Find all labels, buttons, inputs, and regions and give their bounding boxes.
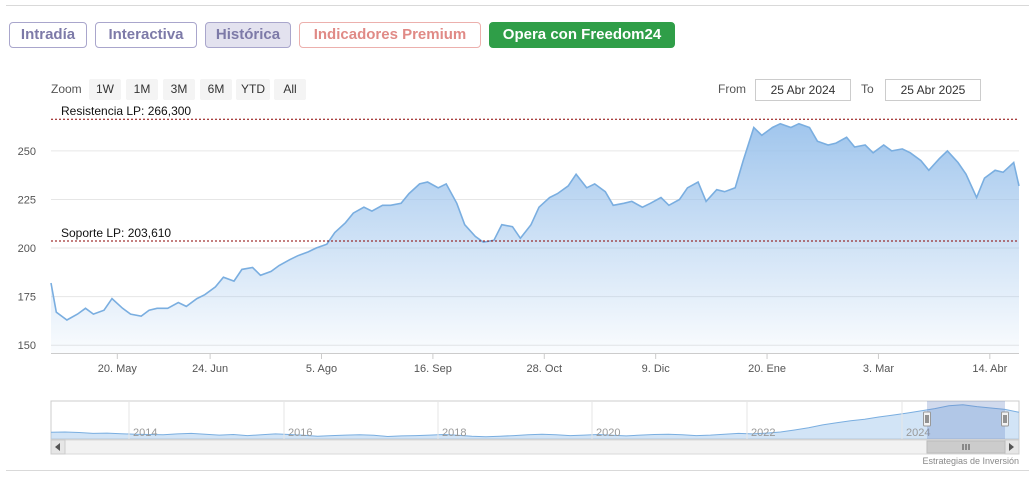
x-tick-label: 5. Ago <box>306 363 337 375</box>
zoom-1w-button[interactable]: 1W <box>89 79 121 100</box>
y-tick-label: 150 <box>18 340 36 352</box>
price-chart[interactable]: 150 175 200 225 250 Resistencia LP: 266,300 So… <box>0 100 1035 390</box>
top-divider <box>6 5 1029 6</box>
zoom-label: Zoom <box>51 82 82 96</box>
tab-intradia[interactable]: Intradía <box>9 22 87 48</box>
navigator-line <box>50 404 1020 438</box>
x-tick-label: 14. Abr <box>972 363 1007 375</box>
arrow-left-icon <box>55 443 60 451</box>
tab-indicadores-premium[interactable]: Indicadores Premium <box>299 22 481 48</box>
support-label: Soporte LP: 203,610 <box>61 226 171 240</box>
y-tick-label: 175 <box>18 292 36 304</box>
x-tick-label: 16. Sep <box>414 363 452 375</box>
navigator-area <box>51 404 1019 439</box>
navigator-handle-right[interactable] <box>1001 411 1009 427</box>
x-tick-label: 9. Dic <box>642 363 671 375</box>
resistance-label: Resistencia LP: 266,300 <box>61 104 191 118</box>
scrollbar-track[interactable] <box>50 439 1020 455</box>
credits-text: Estrategias de Inversión <box>922 456 1019 466</box>
bottom-divider <box>6 470 1029 471</box>
navigator-year-label: 2018 <box>442 427 466 439</box>
series-line[interactable] <box>50 122 1020 321</box>
navigator-selection[interactable] <box>927 401 1005 439</box>
range-from-input[interactable]: 25 Abr 2024 <box>755 79 851 101</box>
navigator-year-label: 2014 <box>133 427 157 439</box>
tab-interactiva[interactable]: Interactiva <box>95 22 197 48</box>
x-tick-label: 20. May <box>98 363 138 375</box>
navigator-year-label: 2020 <box>596 427 620 439</box>
y-tick-label: 250 <box>18 146 36 158</box>
opera-freedom24-button[interactable]: Opera con Freedom24 <box>489 22 675 48</box>
range-from-label: From <box>718 82 746 96</box>
navigator-handle-left[interactable] <box>923 411 931 427</box>
zoom-ytd-button[interactable]: YTD <box>236 79 270 100</box>
y-tick-label: 200 <box>18 243 36 255</box>
navigator-year-label: 2016 <box>288 427 312 439</box>
tab-historica[interactable]: Histórica <box>205 22 291 48</box>
navigator-year-label: 2022 <box>751 427 775 439</box>
range-to-label: To <box>861 82 874 96</box>
range-to-input[interactable]: 25 Abr 2025 <box>885 79 981 101</box>
zoom-3m-button[interactable]: 3M <box>163 79 195 100</box>
zoom-all-button[interactable]: All <box>274 79 306 100</box>
zoom-1m-button[interactable]: 1M <box>126 79 158 100</box>
zoom-6m-button[interactable]: 6M <box>200 79 232 100</box>
y-tick-label: 225 <box>18 194 36 206</box>
navigator[interactable]: 2014 2016 2018 2020 2022 2024 <box>0 395 1035 457</box>
x-tick-label: 28. Oct <box>527 363 562 375</box>
navigator-year-label: 2024 <box>906 427 930 439</box>
x-tick-label: 24. Jun <box>192 363 228 375</box>
series-area <box>51 123 1019 353</box>
x-tick-label: 3. Mar <box>863 363 895 375</box>
x-tick-label: 20. Ene <box>748 363 786 375</box>
arrow-right-icon <box>1009 443 1014 451</box>
